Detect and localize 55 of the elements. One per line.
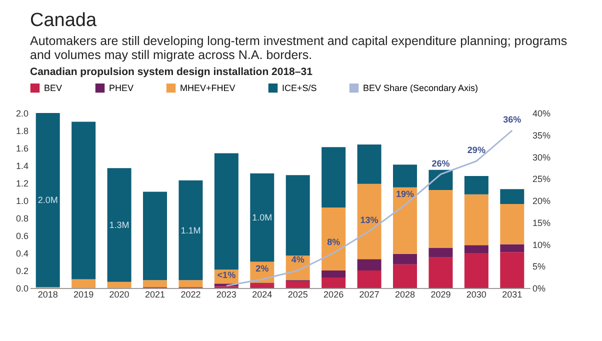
legend-label: BEV [44,83,62,94]
y2-tick-label: 10% [532,240,551,250]
y2-tick-label: 35% [532,130,551,140]
x-tick-label: 2031 [502,290,522,300]
x-tick-label: 2025 [288,290,308,300]
x-tick-label: 2030 [466,290,486,300]
data-label: 2.0M [38,195,58,206]
data-label: 2% [256,263,269,274]
y2-tick-label: 20% [532,196,551,206]
x-tick-label: 2022 [180,290,201,300]
x-tick-label: 2028 [394,290,416,300]
legend-label: PHEV [109,83,134,94]
data-label: 13% [360,215,378,226]
y-tick-label: 0.0 [16,284,28,294]
data-label: <1% [217,270,236,280]
chart-subtitle: Automakers are still developing long-term investment and capital expenditure planning; programs and volumes may still migrate across N.A. borders. [30,34,568,62]
data-label: 1.3M [109,220,130,230]
y-tick-label: 1.8 [16,126,28,136]
x-tick-label: 2026 [324,290,344,300]
y2-tick-label: 5% [532,262,546,272]
chart-title: Canada [30,10,98,32]
data-label: 19% [396,188,414,199]
x-tick-label: 2021 [144,290,166,300]
y2-tick-label: 40% [532,108,551,118]
x-tick-label: 2027 [359,290,380,300]
y2-tick-label: 15% [532,218,551,228]
y-tick-label: 1.2 [16,178,28,188]
data-label: 1.0M [252,212,272,223]
data-label: 26% [432,158,450,168]
data-label: 8% [327,237,340,247]
legend-label: ICE+S/S [282,83,317,94]
data-label: 1.1M [180,225,201,236]
data-label: 4% [291,254,304,264]
legend-label: MHEV+FHEV [180,83,236,94]
x-tick-label: 2020 [109,290,130,300]
data-label: 36% [503,114,522,124]
y-tick-label: 0.8 [16,214,28,224]
y-tick-label: 0.2 [16,266,28,276]
y-tick-label: 0.6 [16,231,28,241]
y2-tick-label: 30% [532,152,551,162]
y-tick-label: 0.4 [16,248,28,258]
y-tick-label: 2.0 [16,108,28,118]
y2-tick-label: 25% [532,174,551,184]
y-tick-label: 1.4 [16,161,28,171]
x-tick-label: 2018 [38,290,58,300]
y-tick-label: 1.6 [16,144,28,154]
x-tick-label: 2019 [74,290,94,300]
x-tick-label: 2023 [216,290,236,300]
y-tick-label: 1.0 [16,196,28,206]
legend-label: BEV Share (Secondary Axis) [363,83,478,94]
x-tick-label: 2024 [252,290,272,300]
text: Canadian propulsion system design installation 2018–31 [30,66,314,78]
x-tick-label: 2029 [430,290,451,300]
data-label: 29% [467,145,486,156]
y2-tick-label: 0% [532,284,546,294]
